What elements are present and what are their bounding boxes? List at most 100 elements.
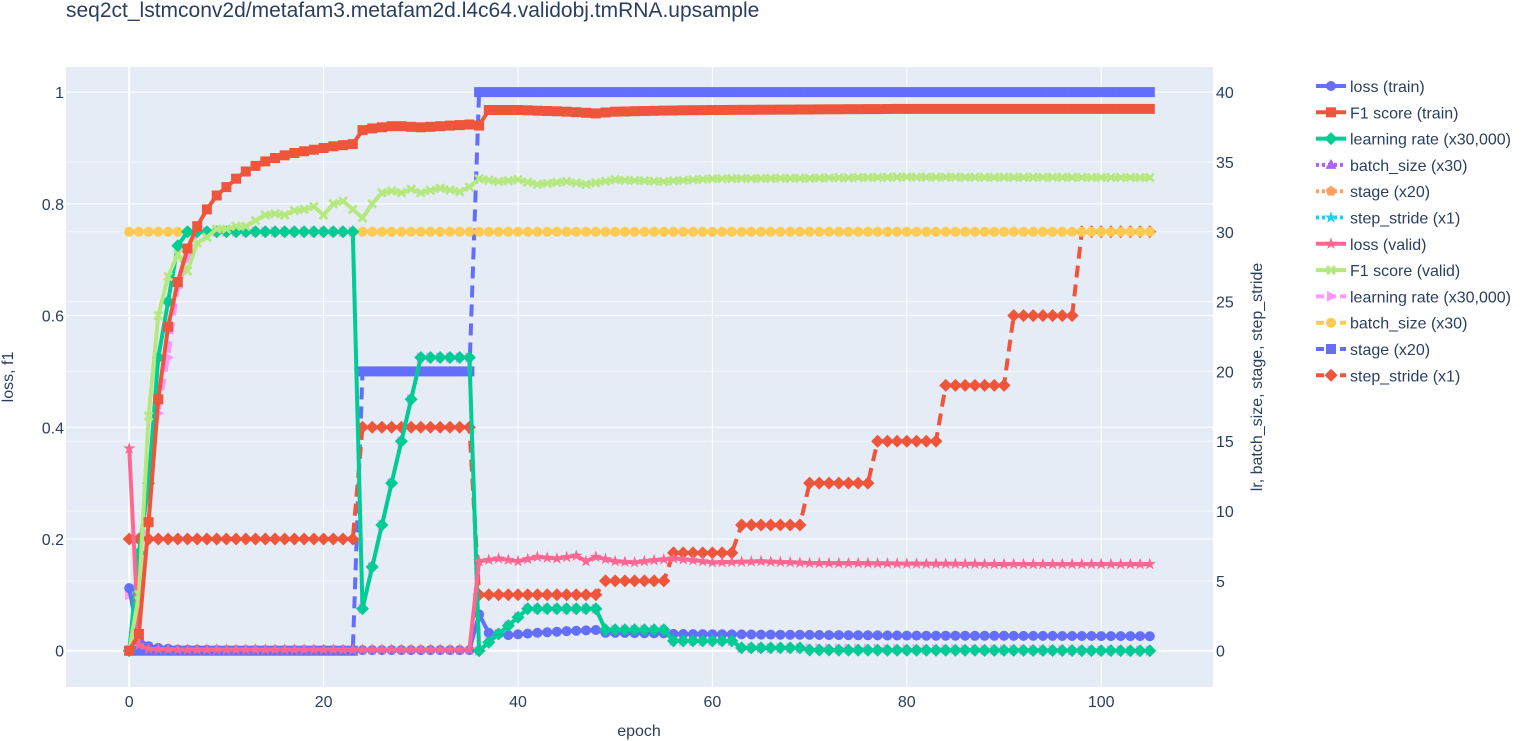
data-point bbox=[493, 176, 504, 187]
y-left-tick-label: 0.8 bbox=[42, 197, 64, 214]
legend-item[interactable]: stage (x20) bbox=[1316, 184, 1430, 201]
data-point bbox=[1018, 630, 1029, 641]
data-point bbox=[717, 173, 728, 184]
legend-marker bbox=[1326, 107, 1336, 118]
data-point bbox=[824, 104, 834, 115]
data-point bbox=[940, 172, 951, 183]
legend[interactable]: loss (train) F1 score (train) learning rat… bbox=[1316, 79, 1511, 385]
data-point bbox=[1067, 172, 1078, 183]
data-point bbox=[287, 225, 301, 239]
legend-item[interactable]: batch_size (x30) bbox=[1316, 158, 1467, 175]
series-6[interactable] bbox=[123, 442, 1156, 655]
data-point bbox=[637, 574, 651, 588]
data-point bbox=[803, 476, 817, 490]
data-point bbox=[911, 630, 922, 641]
data-point bbox=[1135, 172, 1146, 183]
data-point bbox=[1096, 103, 1107, 114]
legend-label: step_stride (x1) bbox=[1350, 368, 1460, 385]
x-tick-label: 0 bbox=[125, 694, 134, 711]
data-point bbox=[717, 629, 728, 640]
series-2[interactable] bbox=[122, 225, 1157, 658]
data-point bbox=[901, 103, 912, 114]
data-point bbox=[394, 434, 408, 448]
legend-item[interactable]: learning rate (x30,000) bbox=[1316, 132, 1511, 149]
data-point bbox=[268, 225, 282, 239]
data-point bbox=[1105, 631, 1116, 642]
data-point bbox=[639, 226, 650, 237]
data-point bbox=[920, 557, 933, 569]
data-point bbox=[890, 643, 904, 657]
data-point bbox=[1065, 644, 1079, 657]
y-right-tick-label: 40 bbox=[1216, 85, 1234, 102]
data-point bbox=[871, 643, 885, 657]
data-point bbox=[153, 310, 164, 321]
series-7[interactable] bbox=[124, 172, 1155, 656]
data-point bbox=[832, 643, 846, 657]
data-point bbox=[628, 555, 641, 568]
data-point bbox=[464, 226, 475, 237]
data-point bbox=[258, 532, 272, 546]
legend-item[interactable]: stage (x20) bbox=[1316, 342, 1430, 359]
data-point bbox=[793, 641, 807, 655]
data-point bbox=[231, 221, 242, 232]
y-right-tick-label: 20 bbox=[1216, 364, 1234, 381]
data-point bbox=[561, 176, 572, 187]
data-point bbox=[833, 172, 844, 183]
data-point bbox=[600, 107, 611, 118]
legend-item[interactable]: step_stride (x1) bbox=[1316, 211, 1460, 228]
series-1[interactable] bbox=[124, 103, 1155, 656]
data-point bbox=[521, 602, 535, 616]
data-point bbox=[375, 420, 389, 434]
legend-marker bbox=[1326, 265, 1336, 276]
data-point bbox=[1115, 631, 1126, 642]
data-point bbox=[367, 226, 378, 237]
data-point bbox=[571, 625, 582, 636]
data-point bbox=[804, 629, 815, 640]
data-point bbox=[1125, 87, 1136, 98]
data-point bbox=[736, 87, 747, 98]
data-point bbox=[890, 557, 904, 569]
data-point bbox=[842, 556, 855, 569]
data-point bbox=[551, 626, 562, 637]
data-point bbox=[979, 103, 990, 114]
data-point bbox=[124, 226, 135, 237]
data-point bbox=[513, 174, 523, 185]
data-point bbox=[765, 87, 776, 98]
data-point bbox=[1018, 87, 1029, 98]
legend-label: stage (x20) bbox=[1350, 184, 1430, 201]
data-point bbox=[1057, 631, 1068, 641]
data-point bbox=[581, 87, 591, 98]
legend-item[interactable]: loss (valid) bbox=[1316, 237, 1426, 254]
data-point bbox=[822, 476, 836, 490]
data-point bbox=[579, 602, 593, 616]
data-point bbox=[756, 629, 766, 640]
data-point bbox=[299, 204, 310, 215]
data-point bbox=[764, 555, 777, 567]
data-point bbox=[542, 106, 553, 116]
data-point bbox=[775, 104, 786, 115]
data-point bbox=[532, 226, 543, 237]
data-point bbox=[483, 105, 494, 115]
legend-item[interactable]: batch_size (x30) bbox=[1316, 316, 1467, 333]
data-point bbox=[668, 87, 679, 98]
legend-item[interactable]: F1 score (train) bbox=[1316, 105, 1458, 122]
data-point bbox=[1086, 172, 1097, 183]
data-point bbox=[1133, 557, 1147, 570]
data-point bbox=[861, 556, 875, 569]
data-point bbox=[892, 87, 903, 98]
legend-item[interactable]: learning rate (x30,000) bbox=[1316, 289, 1511, 306]
data-point bbox=[960, 226, 971, 237]
data-point bbox=[492, 627, 506, 641]
data-point bbox=[367, 123, 378, 134]
data-point bbox=[297, 225, 311, 239]
data-point bbox=[249, 225, 262, 239]
data-point bbox=[1086, 103, 1097, 114]
data-point bbox=[328, 141, 339, 152]
data-point bbox=[773, 518, 787, 532]
legend-item[interactable]: loss (train) bbox=[1316, 79, 1425, 96]
data-point bbox=[960, 103, 971, 114]
data-point bbox=[678, 105, 689, 116]
legend-item[interactable]: F1 score (valid) bbox=[1316, 263, 1460, 280]
legend-item[interactable]: step_stride (x1) bbox=[1316, 368, 1460, 385]
data-point bbox=[958, 378, 972, 392]
